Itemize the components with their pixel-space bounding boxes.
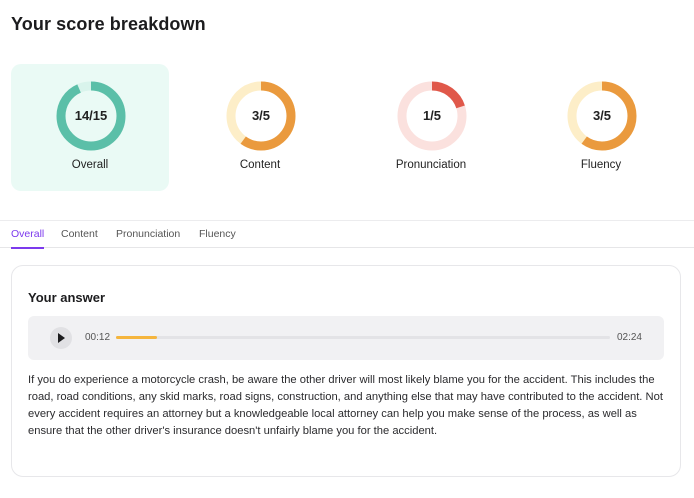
score-label: Content <box>239 159 281 171</box>
tab-content[interactable]: Content <box>61 228 98 240</box>
page-title: Your score breakdown <box>11 14 206 34</box>
tab-pronunciation[interactable]: Pronunciation <box>116 228 181 240</box>
score-card-pronunciation[interactable]: 1/5 Pronunciation <box>352 64 510 191</box>
current-time: 00:12 <box>85 332 111 343</box>
score-label: Overall <box>71 159 109 171</box>
progress-fill <box>116 336 158 339</box>
score-card-overall[interactable]: 14/15 Overall <box>11 64 169 191</box>
score-value: 1/5 <box>422 108 442 123</box>
answer-card: Your answer 00:12 02:24 If you do experi… <box>11 265 681 477</box>
answer-transcript: If you do experience a motorcycle crash,… <box>28 374 663 437</box>
score-value: 3/5 <box>251 108 271 123</box>
tab-fluency[interactable]: Fluency <box>199 228 236 240</box>
score-label: Pronunciation <box>395 159 467 171</box>
score-value: 3/5 <box>592 108 612 123</box>
tab-bar: Overall Content Pronunciation Fluency <box>0 220 694 249</box>
score-ring-fluency: 3/5 <box>566 80 638 152</box>
score-card-content[interactable]: 3/5 Content <box>181 64 339 191</box>
audio-player: 00:12 02:24 <box>28 316 664 360</box>
score-ring-pronunciation: 1/5 <box>396 80 468 152</box>
score-ring-content: 3/5 <box>225 80 297 152</box>
score-card-fluency[interactable]: 3/5 Fluency <box>522 64 680 191</box>
score-ring-overall: 14/15 <box>55 80 127 152</box>
score-value: 14/15 <box>74 108 108 123</box>
tab-overall[interactable]: Overall <box>11 221 45 249</box>
score-summary: 14/15 Overall 3/5 Content 1/5 Pronunciat… <box>11 64 694 192</box>
total-time: 02:24 <box>616 332 642 343</box>
progress-track[interactable] <box>116 336 610 339</box>
score-label: Fluency <box>580 159 622 171</box>
play-icon[interactable] <box>50 327 72 349</box>
answer-title: Your answer <box>28 290 106 305</box>
